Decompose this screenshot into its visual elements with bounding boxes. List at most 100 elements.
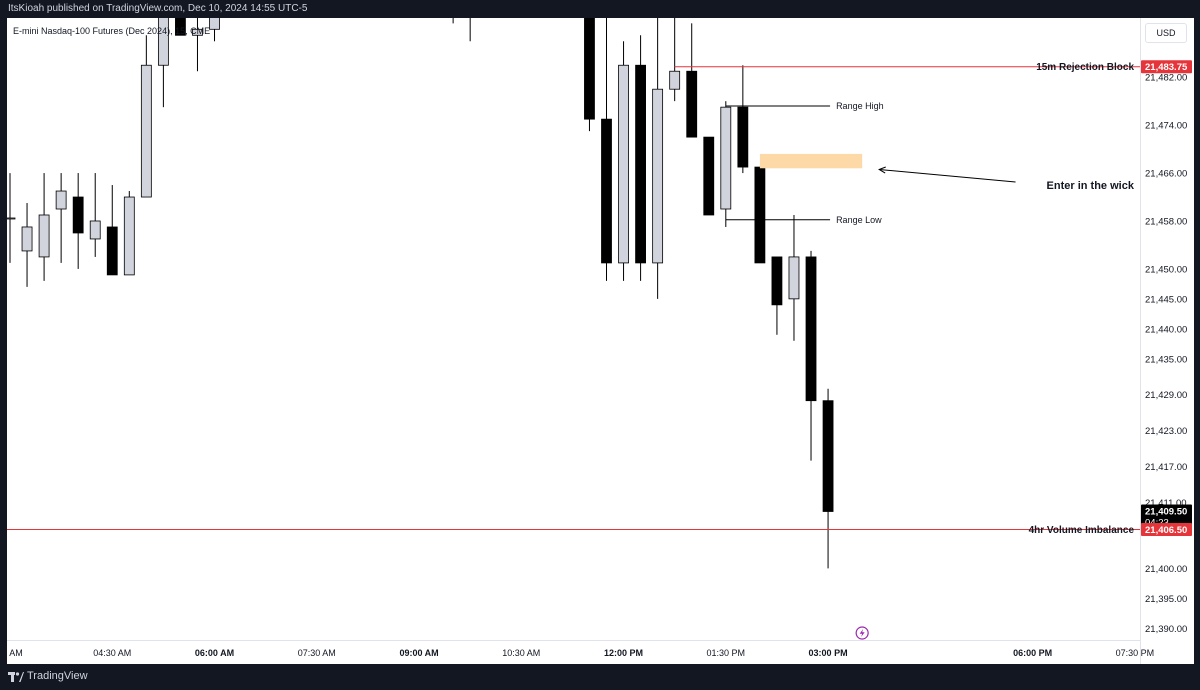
candle-body-bear	[175, 18, 186, 36]
level-label: 15m Rejection Block	[1036, 62, 1134, 73]
candle-body-bull	[209, 18, 220, 30]
level-price-tag: 21,483.75	[1145, 62, 1188, 73]
candle-body-bear	[686, 70, 698, 138]
candle-body-bull	[55, 190, 67, 210]
candle	[635, 35, 646, 281]
price-tick-label: 21,429.00	[1145, 390, 1187, 401]
candle	[192, 18, 203, 72]
candle	[669, 18, 681, 102]
candle	[686, 23, 698, 138]
time-tick-label: 00 AM	[7, 648, 23, 658]
candle-body-bear	[584, 18, 595, 120]
candle	[123, 191, 135, 276]
annotation-arrow	[879, 168, 1016, 183]
symbol-title[interactable]: E-mini Nasdaq-100 Futures (Dec 2024), 15…	[13, 26, 211, 36]
candle-body-bear	[703, 136, 715, 216]
last-price-label: 21,409.50	[1145, 507, 1187, 518]
candle	[21, 203, 33, 287]
candle-body-bull	[192, 28, 203, 36]
price-tick-label: 21,390.00	[1145, 624, 1187, 635]
time-tick-label: 06:00 PM	[1013, 648, 1052, 658]
price-tick-label: 21,445.00	[1145, 294, 1187, 305]
price-tick-label: 21,417.00	[1145, 462, 1187, 473]
footer-bar: TradingView	[0, 664, 1200, 690]
range-label: Range High	[836, 101, 884, 111]
candle-body-bull	[652, 88, 664, 264]
candle-body-bear	[72, 196, 84, 234]
candle	[38, 173, 50, 281]
candle	[788, 214, 800, 341]
price-tick-label: 21,435.00	[1145, 354, 1187, 365]
candle-body-bull	[21, 226, 33, 252]
candle-body-bull	[157, 18, 169, 66]
candle	[175, 18, 186, 36]
candle-body-bear	[106, 226, 118, 276]
candle	[703, 136, 715, 216]
price-tick-label: 21,395.00	[1145, 594, 1187, 605]
candle	[89, 173, 101, 257]
candle-body-bull	[618, 64, 629, 264]
tradingview-brand: TradingView	[27, 670, 88, 682]
price-tick-label: 21,450.00	[1145, 264, 1187, 275]
candle	[754, 166, 766, 264]
candle-body-bull	[720, 106, 732, 210]
candle-body-bull	[788, 256, 800, 300]
candle-body-bear	[754, 166, 766, 264]
candle	[209, 18, 220, 42]
price-tick-label: 21,440.00	[1145, 324, 1187, 335]
candle	[469, 18, 471, 42]
candle	[106, 185, 118, 276]
price-scale-bg	[1140, 18, 1194, 664]
candle	[720, 101, 732, 227]
level-label: 4hr Volume Imbalance	[1029, 525, 1135, 536]
candle	[652, 18, 664, 299]
candle-body-bear	[822, 400, 834, 512]
candle-body-bear	[635, 64, 646, 264]
candle-body-bear	[737, 106, 749, 168]
candle-body-bull	[7, 217, 16, 220]
time-tick-label: 07:30 AM	[298, 648, 336, 658]
candle-body-bull	[123, 196, 135, 276]
candle-body-bear	[805, 256, 817, 402]
time-tick-label: 10:30 AM	[502, 648, 540, 658]
candle	[72, 173, 84, 269]
time-tick-label: 04:30 AM	[93, 648, 131, 658]
candle	[452, 18, 454, 24]
candle-body-bull	[669, 70, 681, 90]
price-tick-label: 21,423.00	[1145, 426, 1187, 437]
candles-layer	[7, 18, 834, 569]
chart-canvas[interactable]: Range High Range Low Enter in the wick 15m…	[7, 18, 1194, 664]
price-tick-label: 21,400.00	[1145, 564, 1187, 575]
published-info: ItsKioah published on TradingView.com, D…	[8, 3, 308, 14]
candle-body-bull	[38, 214, 50, 258]
currency-button[interactable]: USD	[1145, 23, 1187, 43]
time-tick-label: 06:00 AM	[195, 648, 234, 658]
candle-body-bear	[601, 118, 612, 264]
publish-header: ItsKioah published on TradingView.com, D…	[0, 0, 1200, 18]
level-price-tag: 21,406.50	[1145, 525, 1187, 536]
tradingview-logo-icon	[8, 672, 24, 682]
price-tick-label: 21,474.00	[1145, 121, 1187, 132]
candle	[771, 256, 783, 335]
time-tick-label: 09:00 AM	[399, 648, 438, 658]
annotation-text: Enter in the wick	[1047, 180, 1135, 192]
time-tick-label: 07:30 PM	[1116, 648, 1155, 658]
price-tick-label: 21,458.00	[1145, 216, 1187, 227]
time-tick-label: 12:00 PM	[604, 648, 643, 658]
candle	[601, 18, 612, 281]
candle	[618, 41, 629, 281]
axis-layer: 15m Rejection Block 4hr Volume Imbalance 2…	[7, 18, 1194, 664]
candle	[157, 18, 169, 108]
time-scale-bg	[7, 640, 1140, 664]
level-price-tag-bg	[1141, 522, 1192, 536]
candle	[737, 65, 749, 174]
candle-body-bull	[140, 64, 152, 198]
annotation-arrowhead	[878, 166, 886, 174]
event-flash-glyph	[859, 629, 865, 637]
time-tick-label: 01:30 PM	[707, 648, 746, 658]
chart-area[interactable]: Range High Range Low Enter in the wick 15m…	[7, 18, 1194, 664]
candle	[584, 18, 595, 132]
candle-body-bear	[771, 256, 783, 306]
price-tick-label: 21,466.00	[1145, 169, 1187, 180]
